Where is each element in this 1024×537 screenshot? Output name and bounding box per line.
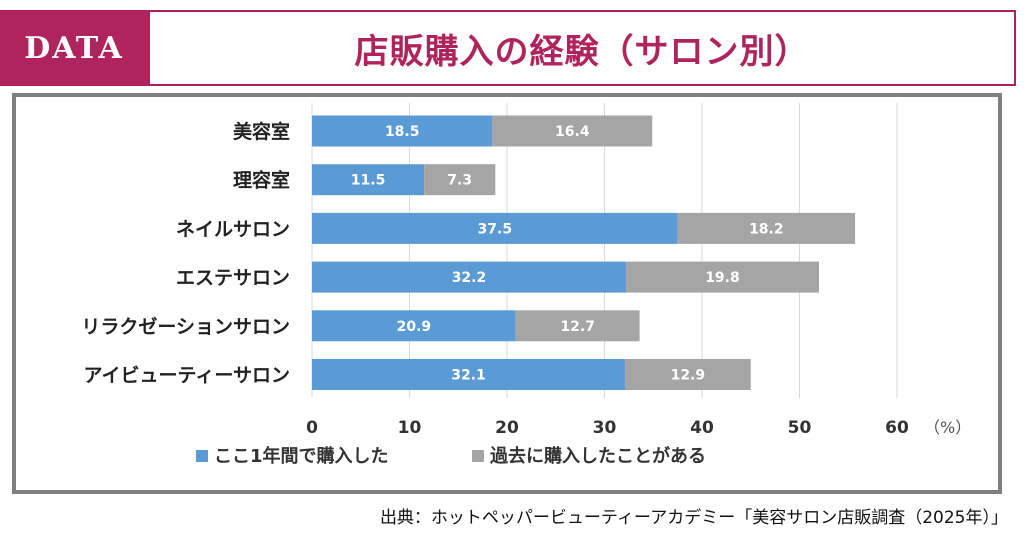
category-label: アイビューティーサロン <box>83 365 290 387</box>
page-title: 店販購入の経験（サロン別） <box>354 31 810 72</box>
bar-1 <box>312 261 626 293</box>
stacked-bar-chart: 美容室 18.5 16.4 理容室 11.5 7.3 ネイルサロン 37.5 18.2 エステサロ… <box>81 103 971 467</box>
data-label: 11.5 <box>351 173 386 189</box>
bar-1 <box>312 212 678 244</box>
source-note: 出典：ホットペッパービューティーアカデミー「美容サロン店販調査（2025年）」 <box>379 508 1008 528</box>
data-tag: DATA <box>0 10 148 86</box>
bar-2 <box>515 310 640 342</box>
category-label: 美容室 <box>233 120 290 143</box>
bar-1 <box>312 359 625 390</box>
x-tick-label: 0 <box>306 418 318 438</box>
data-label: 18.2 <box>749 221 784 237</box>
data-label: 32.2 <box>452 270 487 286</box>
data-label: 7.3 <box>447 173 472 189</box>
x-tick-label: 30 <box>593 418 617 438</box>
title-box: 店販購入の経験（サロン別） <box>148 10 1016 86</box>
data-label: 18.5 <box>385 124 420 140</box>
data-label: 20.9 <box>397 319 432 335</box>
x-tick-label: 60 <box>885 418 909 438</box>
bar-2 <box>624 359 751 390</box>
header: DATA 店販購入の経験（サロン別） <box>0 10 1024 86</box>
x-tick-label: 10 <box>398 418 422 438</box>
bar-2 <box>492 115 653 147</box>
category-label: ネイルサロン <box>176 218 290 240</box>
unit-label: （%） <box>924 418 971 437</box>
bar-1 <box>312 310 516 342</box>
data-label: 32.1 <box>451 368 486 384</box>
x-tick-label: 40 <box>690 418 714 438</box>
data-label: 37.5 <box>478 221 513 237</box>
bar-2 <box>677 212 856 244</box>
category-label: エステサロン <box>176 267 290 289</box>
legend-swatch-2 <box>472 450 484 462</box>
x-tick-label: 20 <box>495 418 519 438</box>
legend-swatch-1 <box>196 450 208 462</box>
category-label: リラクゼーションサロン <box>81 315 290 338</box>
bar-2 <box>424 164 496 196</box>
data-label: 16.4 <box>555 124 590 140</box>
data-label: 12.9 <box>671 368 706 384</box>
bar-1 <box>312 115 493 147</box>
bar-2 <box>625 261 819 293</box>
bar-1 <box>312 164 425 196</box>
legend-label-1: ここ1年間で購入した <box>214 445 389 467</box>
legend-label-2: 過去に購入したことがある <box>490 445 706 467</box>
data-label: 19.8 <box>705 270 740 286</box>
category-label: 理容室 <box>233 169 290 192</box>
data-label: 12.7 <box>560 319 595 335</box>
x-tick-label: 50 <box>788 418 812 438</box>
